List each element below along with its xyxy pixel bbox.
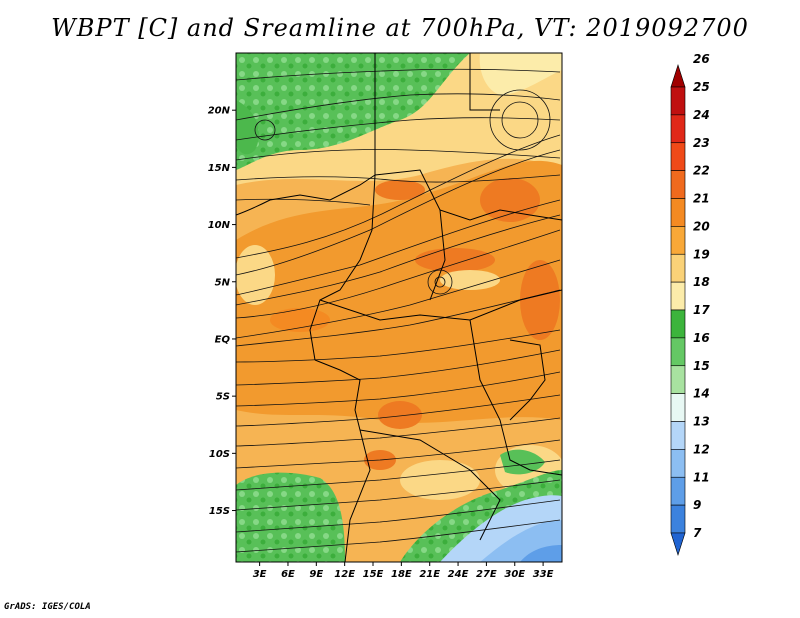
lat-tick-label: 15S [209,506,230,517]
colorbar-label: 7 [693,526,702,540]
lon-tick-label: 6E [281,569,295,580]
colorbar-label: 13 [693,415,710,429]
colorbar-label: 26 [693,52,710,66]
country-borders [236,53,562,562]
colorbar-segment [670,393,686,422]
grads-credit: GrADS: IGES/COLA [4,602,91,612]
colorbar-segment [670,309,686,339]
colorbar-label: 9 [693,498,701,512]
colorbar-label: 23 [693,136,710,150]
colorbar-segment [670,86,686,116]
colorbar-label: 25 [693,80,710,94]
colorbar-label: 15 [693,359,710,373]
colorbar-segment [670,421,686,450]
colorbar-label: 12 [693,442,710,456]
lon-tick-label: 27E [476,569,497,580]
lon-tick-label: 15E [363,569,384,580]
colorbar-segment [670,504,686,534]
lon-tick-label: 21E [419,569,440,580]
latitude-axis: 20N 15N 10N 5N EQ 5S 10S 15S [208,106,236,517]
colorbar-label: 20 [693,219,710,233]
lon-tick-label: 12E [334,569,355,580]
colorbar-label: 17 [693,303,710,317]
colorbar-segment [670,476,686,506]
lat-tick-label: 20N [208,106,231,117]
colorbar-label: 19 [693,247,710,261]
map-title: WBPT [C] and Sreamline at 700hPa, VT: 20… [51,14,749,42]
colorbar-bottom-arrow [670,532,686,556]
lat-tick-label: 10N [208,220,231,231]
lon-tick-label: 24E [448,569,469,580]
lon-tick-label: 30E [504,569,525,580]
colorbar-segment [670,449,686,478]
lon-tick-label: 18E [391,569,412,580]
colorbar: 26 25 24 23 22 21 20 19 18 17 16 15 14 13 12 11 9 7 [670,52,710,556]
lat-tick-label: EQ [215,334,231,345]
lon-tick-label: 3E [253,569,267,580]
colorbar-label: 24 [693,108,710,122]
colorbar-segment [670,198,686,227]
colorbar-label: 16 [693,331,710,345]
lat-tick-label: 5S [216,392,230,403]
colorbar-segment [670,114,686,144]
lon-tick-label: 33E [533,569,554,580]
longitude-axis: 3E 6E 9E 12E 15E 18E 21E 24E 27E 30E 33E [253,562,554,580]
lat-tick-label: 10S [209,449,230,460]
colorbar-segment [670,170,686,199]
colorbar-label: 18 [693,275,710,289]
lat-tick-label: 5N [215,277,231,288]
colorbar-label: 22 [693,164,710,178]
colorbar-segment [670,253,686,283]
colorbar-segment [670,281,686,311]
colorbar-segment [670,337,686,367]
lat-tick-label: 15N [208,163,231,174]
map-frame [235,52,563,563]
colorbar-segment [670,365,686,394]
colorbar-label: 14 [693,387,710,401]
lon-tick-label: 9E [309,569,323,580]
colorbar-label: 21 [693,192,710,206]
colorbar-label: 11 [693,470,710,484]
colorbar-segment [670,142,686,171]
colorbar-top-arrow [670,64,686,88]
colorbar-segment [670,226,686,255]
